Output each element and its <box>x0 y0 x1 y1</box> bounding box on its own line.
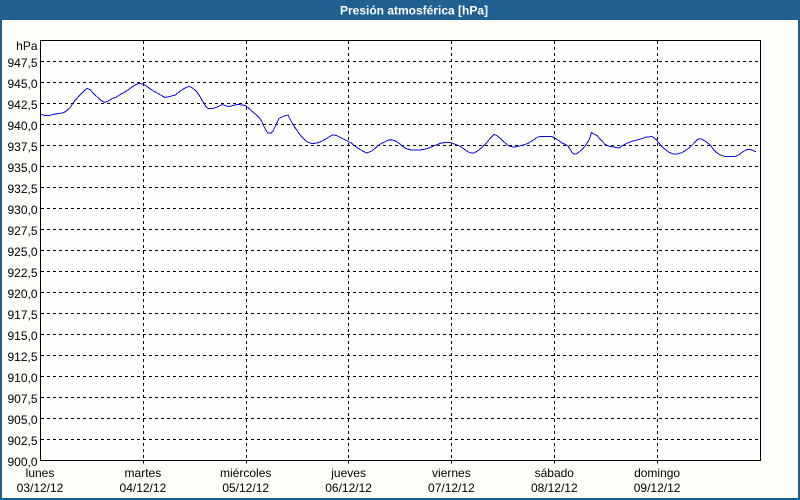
svg-text:945,0: 945,0 <box>7 77 37 91</box>
svg-text:jueves: jueves <box>330 466 366 480</box>
svg-text:09/12/12: 09/12/12 <box>634 481 681 495</box>
svg-text:hPa: hPa <box>16 39 38 53</box>
svg-text:domingo: domingo <box>634 466 680 480</box>
svg-text:932,5: 932,5 <box>7 182 37 196</box>
svg-text:910,0: 910,0 <box>7 371 37 385</box>
svg-text:lunes: lunes <box>26 466 55 480</box>
svg-text:martes: martes <box>125 466 162 480</box>
svg-text:947,5: 947,5 <box>7 56 37 70</box>
svg-text:04/12/12: 04/12/12 <box>120 481 167 495</box>
svg-text:viernes: viernes <box>432 466 471 480</box>
svg-text:912,5: 912,5 <box>7 350 37 364</box>
svg-text:940,0: 940,0 <box>7 119 37 133</box>
svg-text:922,5: 922,5 <box>7 266 37 280</box>
svg-text:900,0: 900,0 <box>7 455 37 469</box>
svg-text:sábado: sábado <box>535 466 575 480</box>
svg-text:06/12/12: 06/12/12 <box>325 481 372 495</box>
svg-text:miércoles: miércoles <box>220 466 271 480</box>
svg-text:927,5: 927,5 <box>7 224 37 238</box>
svg-text:05/12/12: 05/12/12 <box>222 481 269 495</box>
svg-text:907,5: 907,5 <box>7 392 37 406</box>
svg-text:942,5: 942,5 <box>7 98 37 112</box>
svg-text:930,0: 930,0 <box>7 203 37 217</box>
svg-text:920,0: 920,0 <box>7 287 37 301</box>
svg-text:Presión atmosférica [hPa]: Presión atmosférica [hPa] <box>340 4 488 18</box>
svg-text:917,5: 917,5 <box>7 308 37 322</box>
svg-text:937,5: 937,5 <box>7 140 37 154</box>
svg-text:935,0: 935,0 <box>7 161 37 175</box>
svg-text:925,0: 925,0 <box>7 245 37 259</box>
svg-text:07/12/12: 07/12/12 <box>428 481 475 495</box>
svg-text:08/12/12: 08/12/12 <box>531 481 578 495</box>
svg-text:915,0: 915,0 <box>7 329 37 343</box>
svg-text:03/12/12: 03/12/12 <box>17 481 64 495</box>
svg-text:905,0: 905,0 <box>7 413 37 427</box>
svg-text:902,5: 902,5 <box>7 434 37 448</box>
